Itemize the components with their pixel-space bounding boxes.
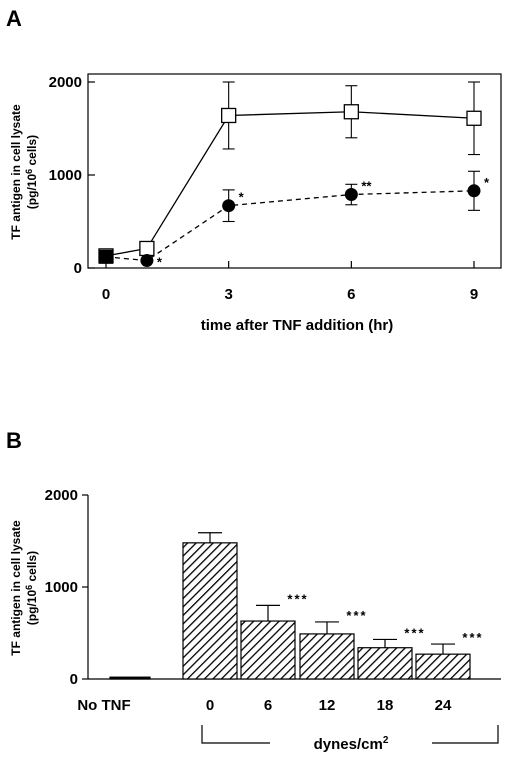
panel-a-open-square-marker (221, 107, 237, 124)
panel-a-significance-mark: ** (361, 179, 372, 194)
dynes-label: dynes/cm2 (314, 735, 389, 753)
panel-b-category-labels: No TNF 0 6 12 18 24 (77, 697, 452, 714)
panel-b-axes: 0 1000 2000 (45, 487, 88, 688)
panel-b-bar (357, 647, 413, 680)
panel-a-ytick-label: 2000 (49, 74, 82, 91)
panel-a-xtick-label: 9 (470, 286, 478, 303)
panel-a-filled-circle-marker (344, 188, 358, 202)
panel-b-category-label: 6 (264, 697, 272, 714)
panel-b-ylabel-line1: TF antigen in cell lysate (9, 520, 23, 656)
panel-a-significance-mark: * (484, 175, 490, 190)
panel-a-series-1-line (105, 111, 475, 257)
panel-b-ytick-label: 0 (70, 671, 78, 688)
panel-b-significance-mark: *** (287, 591, 308, 606)
panel-b-ytick-label: 1000 (45, 579, 78, 596)
panel-a-xlabel: time after TNF addition (hr) (201, 317, 394, 334)
panel-b-significance-mark: *** (462, 630, 483, 645)
panel-a-letter: A (6, 6, 22, 31)
panel-a-ylabel-line1: TF antigen in cell lysate (9, 104, 23, 240)
panel-b-ylabel: TF antigen in cell lysate (pg/106 cells) (9, 520, 39, 656)
panel-b-ylabel-line2: (pg/106 cells) (24, 551, 39, 625)
panel-a-markers (98, 104, 482, 268)
panel-a-annotations: **** * (157, 175, 490, 270)
panel-a-ylabel: TF antigen in cell lysate (pg/106 cells) (9, 104, 39, 240)
panel-b-bars (109, 542, 471, 680)
panel-a-open-square-marker (466, 110, 482, 126)
panel-a-filled-circle-marker (467, 184, 481, 198)
panel-b-ytick-label: 2000 (45, 487, 78, 504)
panel-b: B TF antigen in cell lysate (pg/106 cell… (6, 428, 501, 753)
panel-a-ytick-label: 0 (74, 260, 82, 277)
panel-b-category-label: 24 (435, 697, 452, 714)
panel-b-bar (299, 633, 355, 680)
panel-a-plot-frame (87, 73, 502, 269)
panel-b-annotations: *** *** *** *** (287, 591, 483, 645)
panel-b-category-label: 0 (206, 697, 214, 714)
panel-b-significance-mark: *** (404, 625, 425, 640)
panel-a-series-lines (105, 111, 475, 262)
panel-a-axes: 0 1000 2000 0 3 6 9 (49, 74, 479, 303)
panel-b-bar (240, 620, 296, 680)
panel-b-error-bars (198, 532, 455, 655)
panel-b-category-label: 18 (377, 697, 394, 714)
panel-b-category-label: 12 (319, 697, 336, 714)
panel-a-xtick-label: 6 (347, 286, 355, 303)
panel-a-significance-mark: * (239, 190, 245, 205)
panel-a-open-square-marker (343, 104, 359, 120)
panel-b-bar (415, 653, 471, 680)
panel-a-filled-marker (99, 249, 113, 264)
panel-a-open-square-marker (139, 240, 155, 257)
panel-a-ytick-label: 1000 (49, 167, 82, 184)
panel-a-filled-circle-marker (140, 254, 154, 268)
panel-b-category-label: No TNF (77, 697, 130, 714)
panel-a: A TF antigen in cell lysate (pg/106 cell… (6, 6, 502, 334)
panel-b-bar (182, 542, 238, 680)
panel-b-bar (109, 676, 151, 680)
panel-a-ylabel-line2: (pg/106 cells) (24, 135, 39, 209)
panel-a-significance-mark: * (157, 255, 163, 270)
panel-b-significance-mark: *** (346, 608, 367, 623)
panel-a-xtick-label: 3 (224, 286, 232, 303)
panel-a-filled-circle-marker (222, 199, 236, 213)
panel-a-xtick-label: 0 (102, 286, 110, 303)
panel-b-letter: B (6, 428, 22, 453)
dynes-label-mask (270, 733, 432, 753)
